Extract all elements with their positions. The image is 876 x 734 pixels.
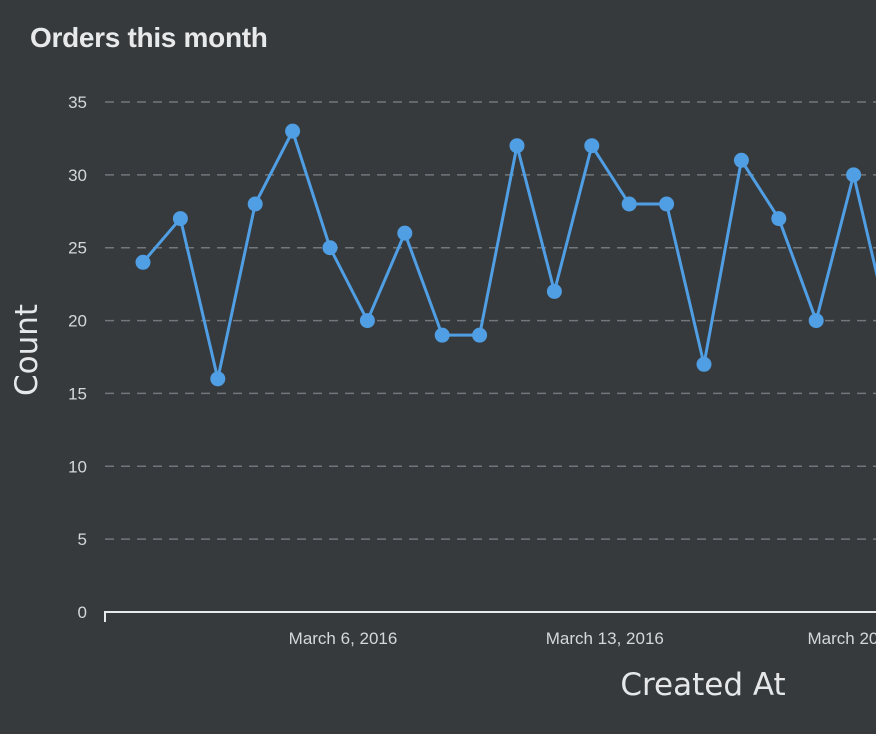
x-axis-label: Created At (620, 667, 785, 703)
data-point (359, 313, 375, 329)
y-tick-label: 10 (68, 457, 87, 476)
y-tick-label: 20 (68, 312, 87, 331)
data-point (846, 167, 862, 183)
y-axis-label: Count (9, 304, 45, 396)
y-tick-label: 30 (68, 166, 87, 185)
y-tick-label: 0 (78, 603, 87, 622)
data-point (472, 327, 488, 343)
y-tick-label: 5 (78, 530, 87, 549)
data-point (733, 152, 749, 168)
data-point (322, 240, 338, 256)
x-tick-label: March 6, 2016 (289, 629, 398, 648)
series-line (141, 129, 876, 381)
data-point (434, 327, 450, 343)
data-point (285, 123, 301, 139)
data-point (397, 225, 413, 241)
y-tick-label: 15 (68, 384, 87, 403)
chart-title: Orders this month (30, 22, 268, 53)
data-point (546, 283, 562, 299)
y-tick-label: 25 (68, 239, 87, 258)
data-point (210, 371, 226, 387)
x-tick-label: March 13, 2016 (546, 629, 664, 648)
data-point (135, 254, 151, 270)
x-axis-line (104, 611, 876, 622)
data-point (696, 356, 712, 372)
data-point (584, 138, 600, 154)
data-point (808, 313, 824, 329)
data-point (172, 211, 188, 227)
data-point (771, 211, 787, 227)
data-point (247, 196, 263, 212)
data-point (509, 138, 525, 154)
y-tick-label: 35 (68, 93, 87, 112)
data-point (659, 196, 675, 212)
x-tick-label: March 20, 2016 (808, 629, 876, 648)
data-point (621, 196, 637, 212)
